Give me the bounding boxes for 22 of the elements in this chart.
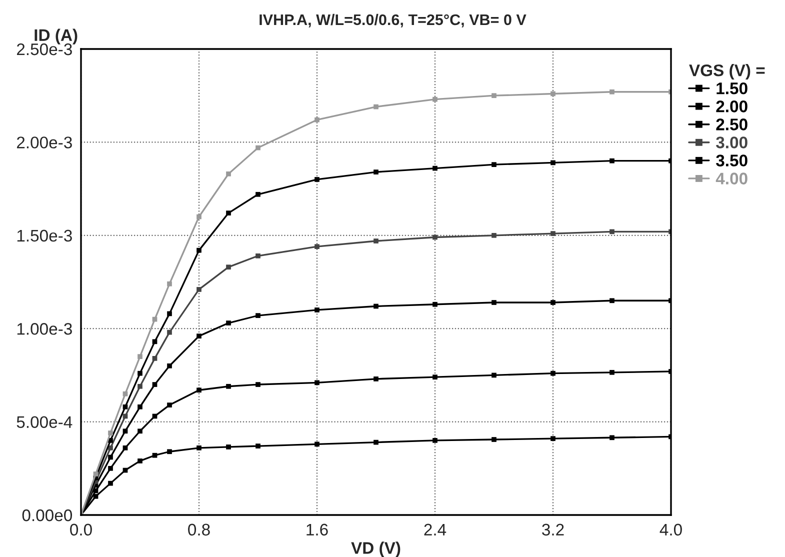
legend-label: 2.00 bbox=[716, 100, 748, 112]
x-tick-label: 1.6 bbox=[306, 524, 328, 536]
y-tick-label: 5.00e-4 bbox=[16, 416, 72, 428]
chart-title: IVHP.A, W/L=5.0/0.6, T=25°C, VB= 0 V bbox=[260, 14, 526, 28]
x-tick-label: 2.4 bbox=[424, 524, 446, 536]
y-tick-label: 2.50e-3 bbox=[16, 43, 72, 56]
legend-label: 3.00 bbox=[716, 136, 748, 148]
y-tick-label: 1.00e-3 bbox=[17, 323, 72, 335]
x-tick-label: 0.0 bbox=[70, 524, 92, 536]
x-tick-label: 0.8 bbox=[188, 524, 210, 536]
y-tick-label: 2.00e-3 bbox=[16, 136, 72, 148]
legend-label: 4.00 bbox=[716, 172, 748, 184]
y-tick-label: 1.50e-3 bbox=[17, 230, 72, 242]
y-tick-label: 0.00e0 bbox=[22, 509, 72, 522]
y-axis-title: ID (A) bbox=[34, 28, 78, 44]
legend-label: 1.50 bbox=[716, 82, 748, 94]
x-axis-title: VD (V) bbox=[351, 542, 400, 557]
x-tick-label: 3.2 bbox=[542, 524, 564, 536]
legend-label: 2.50 bbox=[716, 118, 748, 130]
legend-title: VGS (V) = bbox=[689, 64, 765, 80]
x-tick-label: 4.0 bbox=[660, 524, 682, 536]
legend-label: 3.50 bbox=[716, 154, 748, 166]
